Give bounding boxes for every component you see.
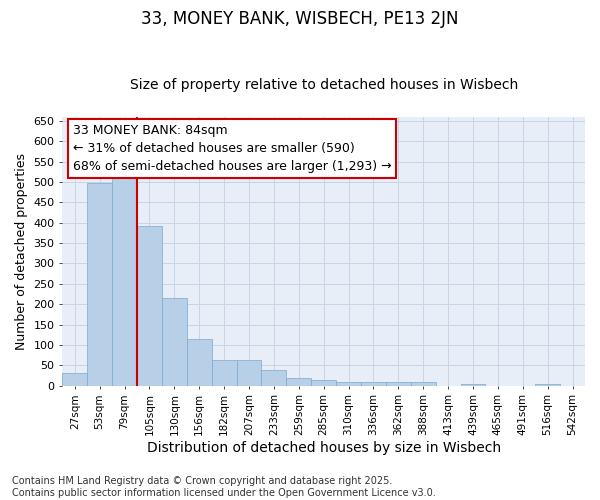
Bar — [336, 382, 361, 386]
Bar — [411, 382, 436, 386]
Text: 33 MONEY BANK: 84sqm
← 31% of detached houses are smaller (590)
68% of semi-deta: 33 MONEY BANK: 84sqm ← 31% of detached h… — [73, 124, 391, 172]
Text: 33, MONEY BANK, WISBECH, PE13 2JN: 33, MONEY BANK, WISBECH, PE13 2JN — [141, 10, 459, 28]
Bar — [87, 183, 112, 386]
Bar — [262, 370, 286, 386]
Title: Size of property relative to detached houses in Wisbech: Size of property relative to detached ho… — [130, 78, 518, 92]
Bar — [236, 360, 262, 386]
Bar — [162, 298, 187, 386]
Bar — [461, 384, 485, 386]
Bar — [137, 226, 162, 386]
Y-axis label: Number of detached properties: Number of detached properties — [15, 152, 28, 350]
Bar — [62, 373, 87, 386]
Bar — [187, 339, 212, 386]
Bar — [386, 382, 411, 386]
Text: Contains HM Land Registry data © Crown copyright and database right 2025.
Contai: Contains HM Land Registry data © Crown c… — [12, 476, 436, 498]
Bar — [112, 178, 137, 386]
Bar — [311, 380, 336, 386]
X-axis label: Distribution of detached houses by size in Wisbech: Distribution of detached houses by size … — [146, 441, 501, 455]
Bar — [286, 378, 311, 386]
Bar — [361, 382, 386, 386]
Bar — [212, 360, 236, 386]
Bar — [535, 384, 560, 386]
